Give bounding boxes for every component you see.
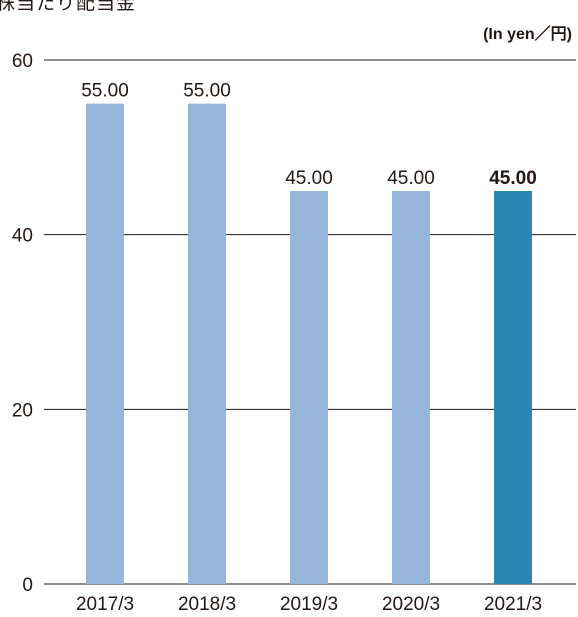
x-tick-label: 2020/3 bbox=[382, 594, 440, 615]
y-tick-label: 40 bbox=[12, 226, 33, 247]
data-label: 55.00 bbox=[183, 81, 231, 102]
y-tick-label: 20 bbox=[12, 400, 33, 421]
data-label: 45.00 bbox=[489, 168, 537, 189]
bar-2018/3 bbox=[188, 103, 226, 585]
y-tick-labels: 0 20 40 60 bbox=[12, 51, 33, 596]
bar-2019/3 bbox=[290, 191, 328, 584]
x-tick-label: 2017/3 bbox=[76, 594, 134, 615]
data-label: 55.00 bbox=[81, 81, 129, 102]
data-label: 45.00 bbox=[285, 168, 333, 189]
data-label: 45.00 bbox=[387, 168, 435, 189]
bar-2020/3 bbox=[392, 191, 430, 584]
x-tick-labels: 2017/3 2018/3 2019/3 2020/3 2021/3 bbox=[76, 594, 542, 615]
y-tick-label: 60 bbox=[12, 51, 33, 72]
y-tick-label: 0 bbox=[22, 575, 33, 596]
data-labels: 55.00 55.00 45.00 45.00 45.00 bbox=[81, 81, 537, 189]
x-tick-label: 2019/3 bbox=[280, 594, 338, 615]
bars bbox=[86, 103, 532, 585]
bar-2017/3 bbox=[86, 103, 124, 585]
unit-label: (In yen／円) bbox=[483, 26, 572, 43]
x-tick-label: 2018/3 bbox=[178, 594, 236, 615]
chart-title: 株当たり配当金 bbox=[0, 0, 137, 14]
bar-2021/3 bbox=[494, 191, 532, 584]
x-tick-label: 2021/3 bbox=[484, 594, 542, 615]
